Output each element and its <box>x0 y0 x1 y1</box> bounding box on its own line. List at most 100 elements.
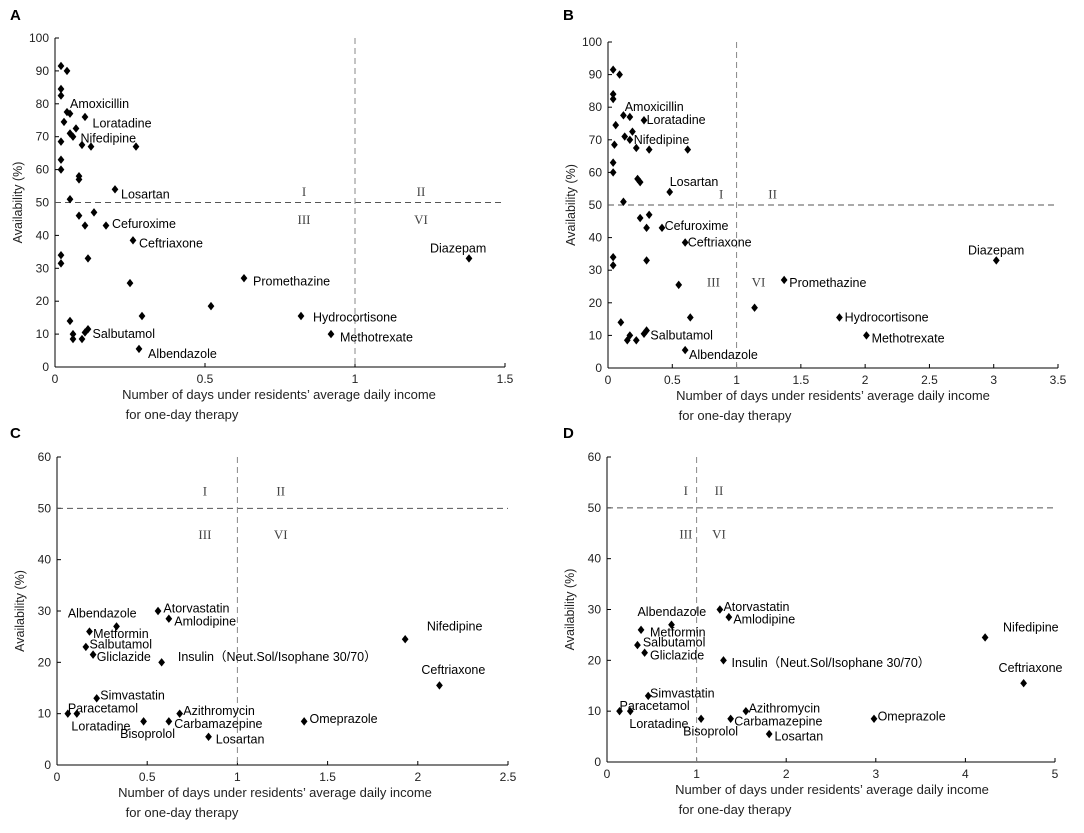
data-point-diamond <box>57 250 65 260</box>
point-annotation: Insulin（Neut.Sol/Isophane 30/70） <box>732 656 931 670</box>
data-point-diamond <box>57 155 65 164</box>
quadrant-label: I <box>302 184 306 199</box>
data-point-diamond <box>81 221 89 230</box>
y-tick-label: 40 <box>588 552 602 566</box>
y-tick-label: 0 <box>42 360 49 374</box>
point-annotation: Metformin <box>93 627 149 641</box>
point-annotation: Salbutamol <box>650 328 713 342</box>
data-point-diamond <box>644 691 652 701</box>
point-annotation: Amlodipine <box>733 613 795 627</box>
data-point-diamond <box>81 112 89 122</box>
data-point-diamond <box>765 729 773 739</box>
data-point-diamond <box>612 120 620 130</box>
point-annotation: Albendazole <box>148 347 217 361</box>
data-point-diamond <box>836 313 843 322</box>
data-point-diamond <box>140 717 147 726</box>
x-tick-label: 0 <box>604 767 611 781</box>
data-point-diamond <box>89 650 97 659</box>
data-point-diamond <box>645 210 653 219</box>
panel-label: B <box>563 7 574 24</box>
point-annotation: Omeprazole <box>310 712 378 726</box>
data-point-diamond <box>60 117 68 127</box>
point-annotation: Losartan <box>121 187 170 201</box>
data-point-diamond <box>69 132 77 141</box>
point-annotation: Paracetamol <box>68 702 138 716</box>
point-annotation: Albendazole <box>637 605 706 619</box>
quadrant-label: III <box>298 212 311 227</box>
data-point-diamond <box>66 316 74 326</box>
data-point-diamond <box>154 606 162 616</box>
point-annotation: Losartan <box>216 732 265 746</box>
data-point-diamond <box>78 334 86 344</box>
point-annotation: Atorvastatin <box>723 600 789 614</box>
x-tick-label: 3 <box>872 767 879 781</box>
y-tick-label: 100 <box>582 35 602 49</box>
point-annotation: Amlodipine <box>174 614 236 628</box>
data-point-diamond <box>465 254 473 263</box>
data-point-diamond <box>640 329 648 338</box>
y-tick-label: 100 <box>29 31 49 45</box>
data-point-diamond <box>636 213 644 223</box>
data-point-diamond <box>666 187 674 197</box>
x-axis-title-line1: Number of days under residents’ average … <box>118 785 432 800</box>
data-point-diamond <box>73 709 81 718</box>
point-annotation: Losartan <box>670 175 719 189</box>
x-tick-label: 0.5 <box>664 373 681 387</box>
point-annotation: Promethazine <box>789 276 866 290</box>
x-tick-label: 1 <box>693 767 700 781</box>
point-annotation: Simvastatin <box>650 686 715 700</box>
y-tick-label: 60 <box>589 165 603 179</box>
point-annotation: Carbamazepine <box>174 717 262 731</box>
data-point-diamond <box>436 681 443 690</box>
x-tick-label: 1.5 <box>497 372 514 386</box>
data-point-diamond <box>57 91 65 100</box>
data-point-diamond <box>57 61 65 71</box>
point-annotation: Diazepam <box>430 242 486 256</box>
y-tick-label: 40 <box>589 231 603 245</box>
x-axis-title-line2: for one-day therapy <box>126 805 239 820</box>
point-annotation: Ceftriaxone <box>139 237 203 251</box>
point-annotation: Diazepam <box>968 244 1024 258</box>
point-annotation: Omeprazole <box>878 709 946 723</box>
data-point-diamond <box>64 709 72 718</box>
data-point-diamond <box>725 612 733 622</box>
y-tick-label: 20 <box>36 294 50 308</box>
data-point-diamond <box>609 65 617 74</box>
point-annotation: Methotrexate <box>872 332 945 346</box>
y-tick-label: 30 <box>588 603 602 617</box>
y-tick-label: 80 <box>589 100 603 114</box>
data-point-diamond <box>611 140 618 149</box>
data-point-diamond <box>129 236 137 245</box>
data-point-diamond <box>632 143 640 153</box>
data-point-diamond <box>84 254 92 263</box>
x-tick-label: 0 <box>54 770 61 784</box>
x-axis-title-line2: for one-day therapy <box>126 407 239 422</box>
data-point-diamond <box>401 635 409 644</box>
data-point-diamond <box>641 648 648 657</box>
y-tick-label: 50 <box>36 196 50 210</box>
data-point-diamond <box>102 221 110 230</box>
point-annotation: Salbutamol <box>89 637 152 651</box>
data-point-diamond <box>72 124 80 133</box>
y-tick-label: 30 <box>36 261 50 275</box>
data-point-diamond <box>86 627 93 636</box>
y-tick-label: 90 <box>36 64 50 78</box>
point-annotation: Bisoprolol <box>683 725 738 739</box>
data-point-diamond <box>751 303 758 312</box>
data-point-diamond <box>158 658 165 667</box>
point-annotation: Nifedipine <box>81 131 137 145</box>
data-point-diamond <box>132 142 140 151</box>
data-point-diamond <box>681 238 689 247</box>
data-point-diamond <box>863 331 870 340</box>
data-point-diamond <box>609 168 617 177</box>
y-tick-label: 60 <box>38 450 52 464</box>
point-annotation: Albendazole <box>689 348 758 362</box>
point-annotation: Insulin（Neut.Sol/Isophane 30/70） <box>178 650 377 664</box>
point-annotation: Loratadine <box>629 717 688 731</box>
data-point-diamond <box>626 112 634 122</box>
data-point-diamond <box>93 694 101 703</box>
x-tick-label: 3.5 <box>1050 373 1067 387</box>
y-tick-label: 30 <box>38 604 52 618</box>
panel-label: D <box>563 425 574 442</box>
